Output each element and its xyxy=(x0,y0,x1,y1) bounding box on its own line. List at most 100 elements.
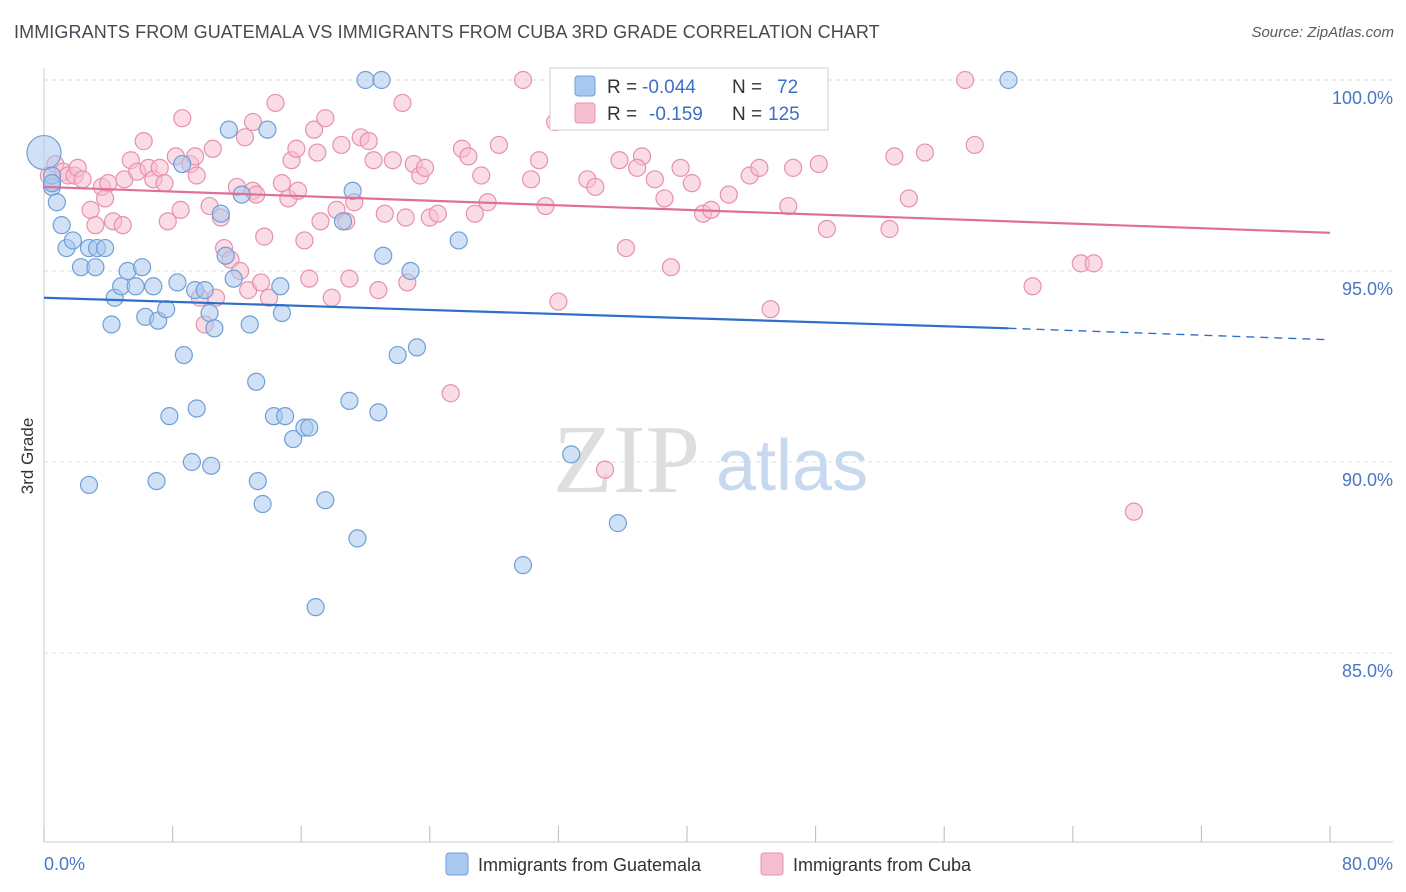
trend-lines xyxy=(43,185,1331,341)
cuba-point xyxy=(521,170,541,189)
cuba-point xyxy=(383,151,402,170)
trend-line-cuba xyxy=(43,185,1331,234)
y-axis-label: 3rd Grade xyxy=(18,418,37,495)
cuba-point xyxy=(586,177,605,197)
cuba-point xyxy=(595,460,615,479)
x-tick-label: 80.0% xyxy=(1342,854,1393,874)
cuba-point xyxy=(187,166,206,185)
cuba-point xyxy=(375,204,394,223)
legend-label-guatemala: Immigrants from Guatemala xyxy=(478,855,702,875)
guatemala-point xyxy=(202,456,221,475)
guatemala-point xyxy=(42,174,62,193)
cuba-point xyxy=(671,158,690,177)
axes xyxy=(43,68,1393,843)
guatemala-point xyxy=(343,181,362,200)
guatemala-point xyxy=(513,556,533,575)
guatemala-point xyxy=(102,315,121,334)
cuba-point xyxy=(287,139,306,158)
guatemala-point xyxy=(173,154,192,174)
cuba-point xyxy=(155,174,174,193)
guatemala-point xyxy=(224,269,243,288)
guatemala-point xyxy=(95,238,115,258)
cuba-point xyxy=(645,170,664,189)
guatemala-point xyxy=(86,258,105,277)
cuba-point xyxy=(885,147,904,166)
cuba-point xyxy=(332,135,351,155)
guatemala-point xyxy=(369,403,388,422)
cuba-point xyxy=(616,238,636,258)
cuba-point xyxy=(134,132,153,151)
y-tick-label: 95.0% xyxy=(1342,279,1393,299)
stats-n-label-guatemala: N = xyxy=(732,77,762,98)
cuba-point xyxy=(472,166,491,185)
series-legend: Immigrants from Guatemala Immigrants fro… xyxy=(445,852,972,876)
grid-lines xyxy=(44,79,1393,654)
guatemala-point xyxy=(372,70,391,90)
cuba-point xyxy=(266,93,285,113)
legend-swatch-cuba xyxy=(760,852,784,876)
cuba-point xyxy=(628,158,647,177)
guatemala-point xyxy=(200,303,219,323)
cuba-point xyxy=(243,112,263,132)
cuba-point xyxy=(322,288,341,307)
guatemala-point xyxy=(182,452,201,472)
guatemala-point xyxy=(47,193,66,212)
guatemala-point xyxy=(333,212,353,231)
guatemala-point xyxy=(340,391,359,410)
cuba-point xyxy=(369,281,388,300)
cuba-point xyxy=(311,212,330,231)
guatemala-point xyxy=(126,277,145,296)
guatemala-point xyxy=(157,300,176,319)
cuba-point xyxy=(549,292,568,311)
stats-r-label-cuba: R = xyxy=(607,104,637,125)
guatemala-point xyxy=(562,445,581,464)
cuba-point xyxy=(173,109,192,128)
cuba-point xyxy=(465,204,484,223)
cuba-point xyxy=(880,219,899,239)
cuba-point xyxy=(809,154,828,174)
guatemala-point xyxy=(356,70,375,90)
cuba-point xyxy=(761,300,780,319)
stats-swatch-cuba xyxy=(574,102,596,124)
cuba-point xyxy=(235,128,255,147)
guatemala-point xyxy=(401,261,420,281)
guatemala-point xyxy=(271,277,290,296)
guatemala-point xyxy=(253,494,272,514)
cuba-point xyxy=(1084,254,1103,273)
guatemala-point xyxy=(211,204,230,223)
cuba-point xyxy=(272,174,292,193)
stats-n-label-cuba: N = xyxy=(732,104,762,125)
cuba-point xyxy=(779,196,798,216)
cuba-point xyxy=(340,269,359,288)
cuba-point xyxy=(150,158,169,177)
stats-legend: R = -0.044 N = 72 R = -0.159 N = 125 xyxy=(549,67,829,131)
cuba-point xyxy=(113,216,132,235)
guatemala-point xyxy=(52,216,71,235)
cuba-point xyxy=(251,273,271,292)
guatemala-point xyxy=(26,134,62,171)
legend-label-cuba: Immigrants from Cuba xyxy=(793,855,972,875)
guatemala-point xyxy=(316,491,335,510)
guatemala-point xyxy=(174,345,193,365)
cuba-point xyxy=(86,216,105,235)
stats-swatch-guatemala xyxy=(574,75,596,97)
guatemala-point xyxy=(205,319,224,338)
cuba-point xyxy=(171,200,190,219)
guatemala-point xyxy=(449,231,468,250)
cuba-point xyxy=(719,185,738,204)
cuba-point xyxy=(899,189,918,208)
cuba-point xyxy=(308,143,327,162)
cuba-point xyxy=(81,200,100,219)
guatemala-point xyxy=(608,514,627,533)
guatemala-point xyxy=(248,472,267,491)
guatemala-point xyxy=(247,372,266,391)
guatemala-point xyxy=(374,246,393,265)
chart-source: Source: ZipAtlas.com xyxy=(1251,24,1394,41)
guatemala-point xyxy=(999,70,1018,90)
guatemala-point xyxy=(187,399,206,418)
guatemala-point xyxy=(132,258,152,277)
tick-labels: 85.0% 90.0% 95.0% 100.0% 0.0% 80.0% xyxy=(44,88,1393,874)
cuba-point xyxy=(489,135,509,155)
y-tick-label: 85.0% xyxy=(1342,661,1393,681)
guatemala-point xyxy=(63,231,83,250)
